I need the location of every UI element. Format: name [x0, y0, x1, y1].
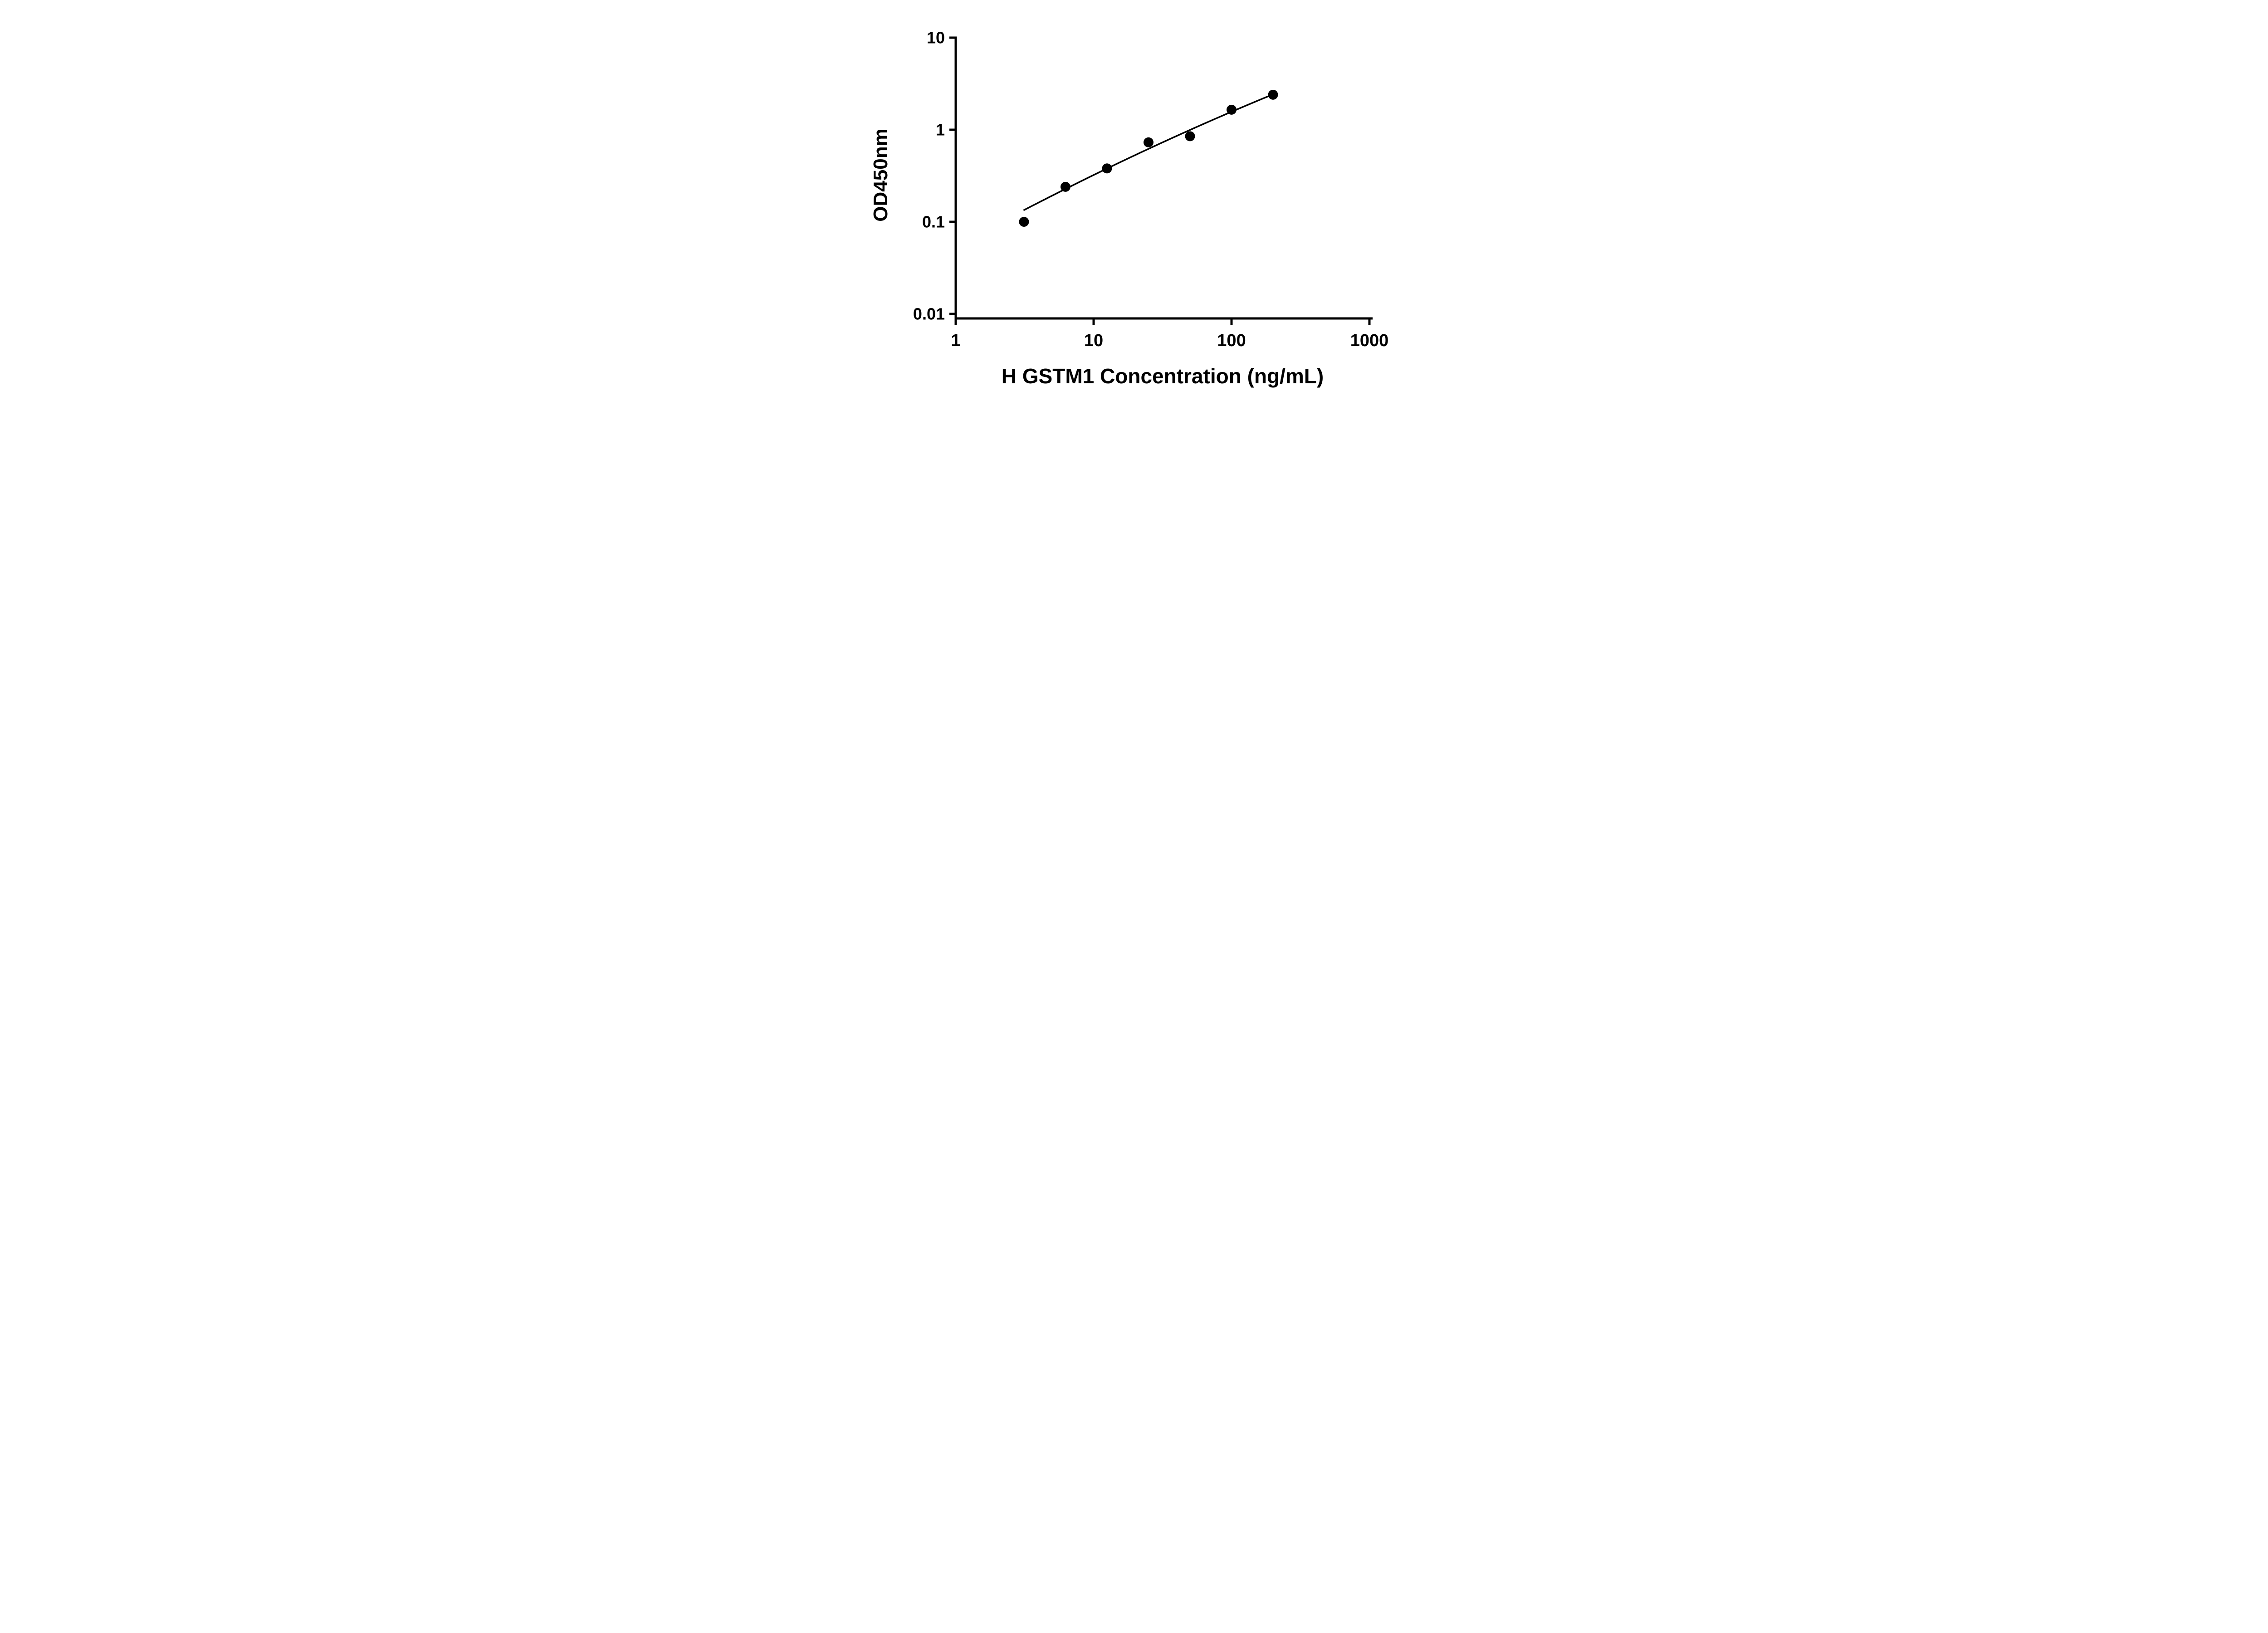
y-axis-tick-label: 0.1: [922, 213, 945, 231]
x-axis-title: H GSTM1 Concentration (ng/mL): [1001, 364, 1324, 388]
data-point: [1060, 181, 1070, 192]
x-axis-tick-label: 1: [951, 331, 960, 350]
x-axis-tick-label: 100: [1217, 331, 1246, 350]
y-axis-tick-label: 10: [927, 29, 945, 47]
axis-spines: [954, 36, 1373, 320]
chart-figure: OD450nm 0.01 0.1 1 10 1 10 100 1000 H GSTM1 Con…: [843, 0, 1425, 408]
data-point: [1185, 131, 1195, 142]
data-point: [1227, 104, 1237, 115]
data-point: [1102, 163, 1112, 174]
y-axis-tick-label: 0.01: [913, 305, 945, 323]
plot-area: 0.01 0.1 1 10 1 10 100 1000: [913, 29, 1389, 351]
x-axis-tick-label: 10: [1084, 331, 1103, 350]
y-axis-tick-label: 1: [936, 121, 945, 139]
data-point: [1019, 217, 1029, 227]
data-point: [1268, 89, 1278, 100]
data-point: [1143, 137, 1154, 147]
x-axis-tick-label: 1000: [1350, 331, 1389, 350]
